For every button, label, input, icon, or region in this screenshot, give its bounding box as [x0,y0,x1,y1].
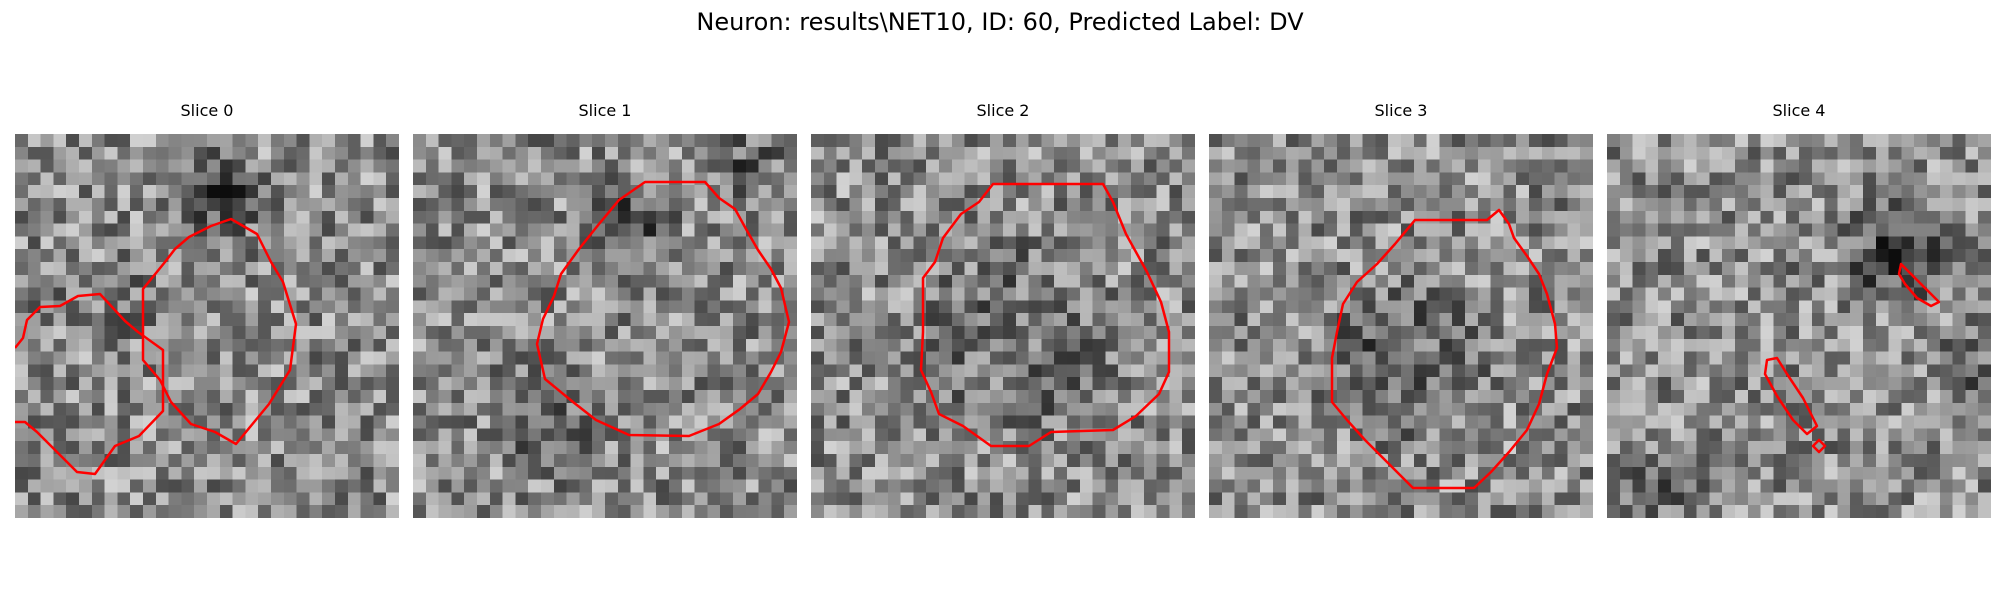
contour-overlay [1330,208,1559,490]
slice-panel-1: Slice 1 [413,100,797,518]
contour-overlay [535,180,791,438]
contour-line [919,182,1171,448]
slice-panel-0: Slice 0 [15,100,399,518]
contour-line [141,217,298,446]
slice-title: Slice 2 [976,101,1030,120]
contour-line [1897,262,1941,308]
contour-overlay [919,182,1171,448]
slice-panel-2: Slice 2 [811,100,1195,518]
slice-panel-3: Slice 3 [1209,100,1593,518]
microscopy-image [1209,134,1593,518]
contour-line [1330,208,1559,490]
slice-title: Slice 4 [1772,101,1826,120]
contour-line [535,180,791,438]
slice-title: Slice 0 [180,101,234,120]
slice-title: Slice 1 [578,101,632,120]
slice-title: Slice 3 [1374,101,1428,120]
slice-panel-4: Slice 4 [1607,100,1991,518]
contour-line [1811,438,1827,454]
contour-line [15,292,165,476]
microscopy-image [1607,134,1991,518]
microscopy-image [413,134,797,518]
microscopy-image [15,134,399,518]
contour-overlay [15,217,298,476]
microscopy-image [811,134,1195,518]
contour-line [1763,356,1819,436]
figure-title: Neuron: results\NET10, ID: 60, Predicted… [696,8,1304,36]
contour-overlay [1763,262,1941,454]
